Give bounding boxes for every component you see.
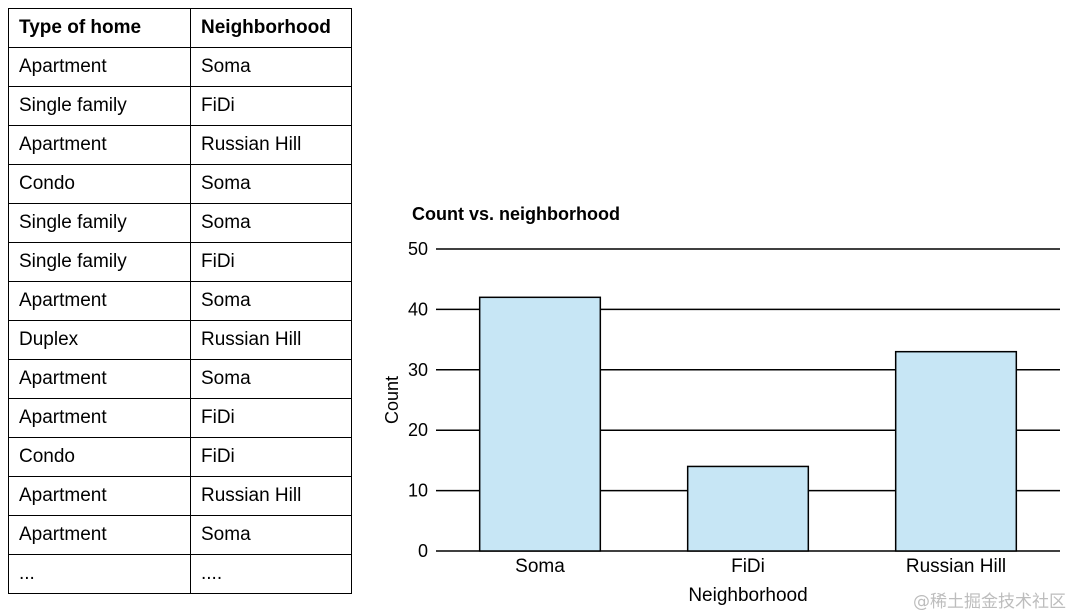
cell-neighborhood: FiDi <box>190 398 352 438</box>
table-row: ....... <box>8 554 352 594</box>
bar-fidi <box>686 465 810 552</box>
cell-neighborhood: Soma <box>190 515 352 555</box>
column-header-type-of-home: Type of home <box>8 8 191 48</box>
table-header-row: Type of home Neighborhood <box>8 8 352 48</box>
cell-type-of-home: Single family <box>8 203 191 243</box>
table-row: Apartment Soma <box>8 359 352 399</box>
x-tick-label: FiDi <box>731 556 765 577</box>
cell-type-of-home: Apartment <box>8 47 191 87</box>
table-row: Apartment Russian Hill <box>8 476 352 516</box>
cell-neighborhood: Soma <box>190 164 352 204</box>
bar-russian-hill <box>894 350 1018 552</box>
cell-neighborhood: Soma <box>190 203 352 243</box>
cell-type-of-home: Apartment <box>8 515 191 555</box>
table-row: Condo Soma <box>8 164 352 204</box>
table-body: Apartment Soma Single family FiDi Apartment R… <box>8 47 352 594</box>
cell-type-of-home: Single family <box>8 86 191 126</box>
table-row: Single family FiDi <box>8 242 352 282</box>
cell-neighborhood: .... <box>190 554 352 594</box>
table-row: Apartment FiDi <box>8 398 352 438</box>
chart-title: Count vs. neighborhood <box>412 204 620 224</box>
x-tick-label: Soma <box>515 556 565 577</box>
data-table: Type of home Neighborhood Apartment Soma S… <box>8 8 352 594</box>
column-header-neighborhood: Neighborhood <box>190 8 352 48</box>
bars <box>478 296 1018 552</box>
cell-type-of-home: Apartment <box>8 398 191 438</box>
y-tick-label: 10 <box>408 481 428 501</box>
table-row: Apartment Soma <box>8 281 352 321</box>
y-tick-label: 30 <box>408 360 428 380</box>
table-row: Condo FiDi <box>8 437 352 477</box>
cell-neighborhood: Russian Hill <box>190 125 352 165</box>
bar-soma <box>478 296 602 552</box>
cell-neighborhood: Soma <box>190 281 352 321</box>
table-row: Duplex Russian Hill <box>8 320 352 360</box>
y-tick-label: 0 <box>418 541 428 561</box>
cell-type-of-home: Single family <box>8 242 191 282</box>
cell-type-of-home: Apartment <box>8 476 191 516</box>
table-row: Single family Soma <box>8 203 352 243</box>
cell-type-of-home: Apartment <box>8 359 191 399</box>
y-axis-label: Count <box>382 376 402 424</box>
y-axis-ticks: 0 10 20 30 40 50 <box>408 239 428 561</box>
watermark: @稀土掘金技术社区 <box>913 592 1066 612</box>
y-tick-label: 20 <box>408 420 428 440</box>
cell-neighborhood: FiDi <box>190 242 352 282</box>
cell-neighborhood: FiDi <box>190 86 352 126</box>
table-row: Apartment Soma <box>8 515 352 555</box>
cell-type-of-home: Condo <box>8 164 191 204</box>
cell-neighborhood: Soma <box>190 359 352 399</box>
table-row: Apartment Soma <box>8 47 352 87</box>
bar-chart: Count vs. neighborhood 0 10 20 30 40 50 Soma F… <box>382 204 1060 606</box>
cell-neighborhood: FiDi <box>190 437 352 477</box>
cell-type-of-home: Apartment <box>8 281 191 321</box>
cell-neighborhood: Russian Hill <box>190 320 352 360</box>
y-tick-label: 40 <box>408 299 428 319</box>
cell-type-of-home: Condo <box>8 437 191 477</box>
table-row: Apartment Russian Hill <box>8 125 352 165</box>
cell-neighborhood: Soma <box>190 47 352 87</box>
cell-type-of-home: Apartment <box>8 125 191 165</box>
x-axis-label: Neighborhood <box>688 585 807 606</box>
cell-type-of-home: Duplex <box>8 320 191 360</box>
table-row: Single family FiDi <box>8 86 352 126</box>
y-tick-label: 50 <box>408 239 428 259</box>
cell-neighborhood: Russian Hill <box>190 476 352 516</box>
x-tick-label: Russian Hill <box>906 556 1006 577</box>
cell-type-of-home: ... <box>8 554 191 594</box>
x-axis-ticks: Soma FiDi Russian Hill <box>515 556 1006 577</box>
